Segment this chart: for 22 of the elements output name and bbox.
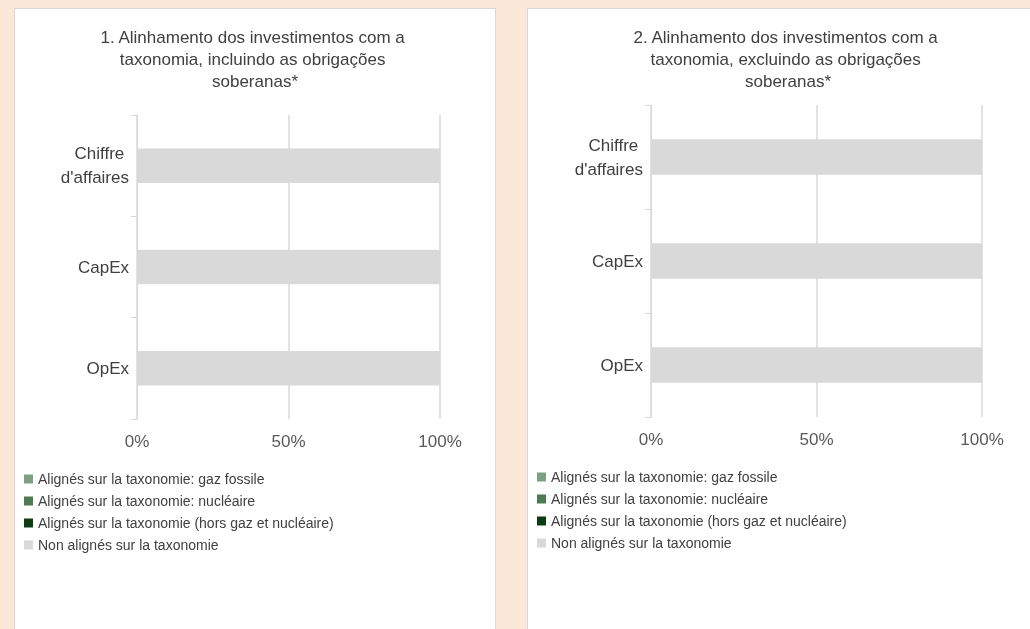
legend-label: Alignés sur la taxonomie: nucléaire <box>551 491 769 507</box>
x-tick-label: 0% <box>638 430 664 449</box>
x-tick-label: 50% <box>271 432 306 451</box>
y-tick-label: CapEx <box>591 251 644 271</box>
y-tick-label: OpEx <box>86 358 130 378</box>
legend-label: Alignés sur la taxonomie (hors gaz et nucléaire) <box>551 513 847 529</box>
x-tick-label: 100% <box>418 432 462 451</box>
legend-label: Non alignés sur la taxonomie <box>38 537 219 553</box>
y-tick-label: CapEx <box>77 257 130 277</box>
y-tick-label: OpEx <box>600 355 644 375</box>
x-tick-label: 100% <box>960 430 1004 449</box>
y-tick-label: Chiffre d'affaires <box>574 135 643 179</box>
legend-label: Non alignés sur la taxonomie <box>551 535 732 551</box>
legend-label: Alignés sur la taxonomie (hors gaz et nucléaire) <box>38 515 334 531</box>
chart-title: 2. Alinhamento dos investimentos com a taxonomia, excluindo as obrigações soberanas* <box>633 27 943 91</box>
legend-label: Alignés sur la taxonomie: gaz fossile <box>38 471 265 487</box>
x-tick-label: 50% <box>799 430 834 449</box>
y-tick-label: Chiffre d'affaires <box>60 144 129 188</box>
legend-label: Alignés sur la taxonomie: nucléaire <box>38 493 256 509</box>
chart-title: 1. Alinhamento dos investimentos com a taxonomia, incluindo as obrigações soberanas* <box>100 27 410 91</box>
x-tick-label: 0% <box>124 432 150 451</box>
legend-label: Alignés sur la taxonomie: gaz fossile <box>551 469 778 485</box>
